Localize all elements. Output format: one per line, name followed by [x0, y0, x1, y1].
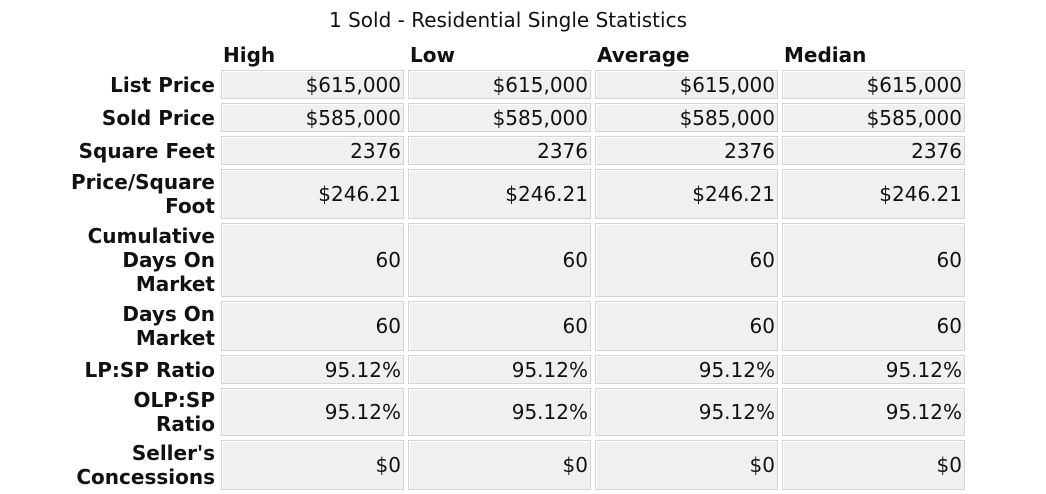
row-label: Square Feet — [78, 138, 215, 163]
header-row: High Low Average Median — [70, 40, 965, 66]
cell-high: 95.12% — [221, 388, 404, 436]
cell-median: $0 — [782, 440, 965, 490]
cell-average: 60 — [595, 301, 778, 351]
cell-average: 95.12% — [595, 388, 778, 436]
table-row-days-on-market: Days On Market 60 60 60 60 — [70, 301, 965, 351]
cell-median: $615,000 — [782, 70, 965, 99]
cell-high: 60 — [221, 301, 404, 351]
cell-high: $615,000 — [221, 70, 404, 99]
table-row-cumulative-days-on-market: Cumulative Days On Market 60 60 60 60 — [70, 223, 965, 297]
cell-average: 2376 — [595, 136, 778, 165]
cell-low: 60 — [408, 301, 591, 351]
table-row-square-feet: Square Feet 2376 2376 2376 2376 — [70, 136, 965, 165]
cell-high: 2376 — [221, 136, 404, 165]
row-label: Days On Market — [122, 302, 215, 350]
table-row-sold-price: Sold Price $585,000 $585,000 $585,000 $5… — [70, 103, 965, 132]
column-header-low: Low — [410, 43, 455, 67]
cell-low: $0 — [408, 440, 591, 490]
row-label: Seller's Concessions — [76, 441, 215, 489]
cell-average: $585,000 — [595, 103, 778, 132]
cell-low: $615,000 — [408, 70, 591, 99]
column-header-average: Average — [597, 43, 690, 67]
column-header-high: High — [223, 43, 276, 67]
cell-low: 95.12% — [408, 388, 591, 436]
page-title: 1 Sold - Residential Single Statistics — [329, 8, 687, 32]
cell-average: $246.21 — [595, 169, 778, 219]
cell-median: 60 — [782, 223, 965, 297]
cell-median: $585,000 — [782, 103, 965, 132]
cell-average: 95.12% — [595, 355, 778, 384]
row-label: Price/Square Foot — [71, 170, 215, 218]
column-header-median: Median — [784, 43, 867, 67]
statistics-table: High Low Average Median List Price $615,… — [66, 36, 969, 494]
cell-low: 95.12% — [408, 355, 591, 384]
header-corner — [70, 40, 217, 66]
cell-high: $585,000 — [221, 103, 404, 132]
table-row-olp-sp-ratio: OLP:SP Ratio 95.12% 95.12% 95.12% 95.12% — [70, 388, 965, 436]
cell-median: 2376 — [782, 136, 965, 165]
cell-low: $246.21 — [408, 169, 591, 219]
cell-low: $585,000 — [408, 103, 591, 132]
cell-average: $615,000 — [595, 70, 778, 99]
cell-high: $0 — [221, 440, 404, 490]
cell-median: 60 — [782, 301, 965, 351]
cell-median: $246.21 — [782, 169, 965, 219]
cell-average: $0 — [595, 440, 778, 490]
cell-high: 95.12% — [221, 355, 404, 384]
row-label: Cumulative Days On Market — [87, 224, 215, 296]
row-label: List Price — [110, 72, 215, 97]
table-row-lp-sp-ratio: LP:SP Ratio 95.12% 95.12% 95.12% 95.12% — [70, 355, 965, 384]
row-label: Sold Price — [101, 105, 215, 130]
cell-high: $246.21 — [221, 169, 404, 219]
cell-average: 60 — [595, 223, 778, 297]
row-label: OLP:SP Ratio — [133, 388, 215, 436]
table-row-list-price: List Price $615,000 $615,000 $615,000 $6… — [70, 70, 965, 99]
cell-median: 95.12% — [782, 355, 965, 384]
table-row-price-per-square-foot: Price/Square Foot $246.21 $246.21 $246.2… — [70, 169, 965, 219]
cell-high: 60 — [221, 223, 404, 297]
table-row-sellers-concessions: Seller's Concessions $0 $0 $0 $0 — [70, 440, 965, 490]
cell-low: 2376 — [408, 136, 591, 165]
cell-low: 60 — [408, 223, 591, 297]
row-label: LP:SP Ratio — [84, 357, 215, 382]
cell-median: 95.12% — [782, 388, 965, 436]
